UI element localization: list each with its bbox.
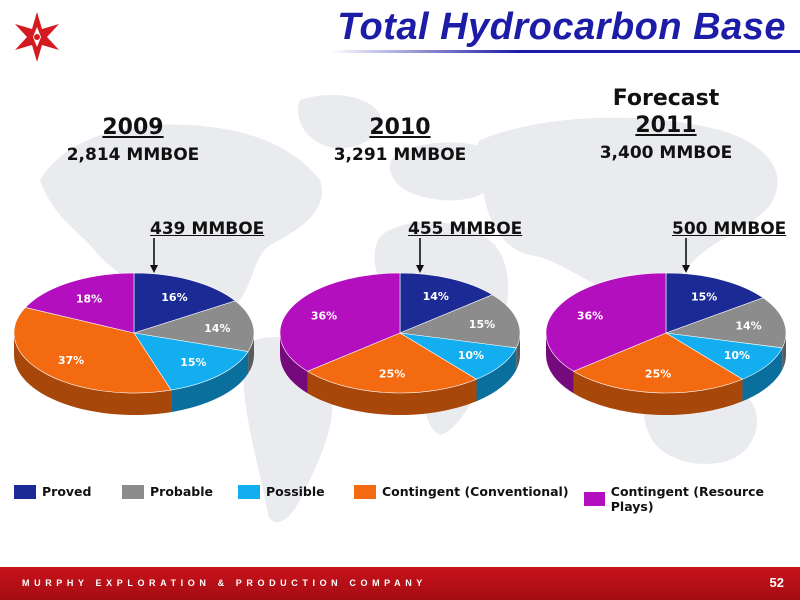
pie-label-contingent-conventional: 25% <box>645 368 671 381</box>
page-number: 52 <box>769 575 784 590</box>
pie-label-proved: 14% <box>423 290 449 303</box>
pie-side-contingent-resource-plays <box>280 333 308 394</box>
legend-item-contingent-conventional: Contingent (Conventional) <box>354 484 569 499</box>
legend-item-contingent-resource-plays: Contingent (Resource Plays) <box>584 484 800 514</box>
pie-slice-proved <box>133 272 236 334</box>
europe-shape <box>389 142 499 201</box>
year-label: 2011 <box>635 113 697 138</box>
proved-callout-label-2011: 500 MMBOE <box>672 219 787 239</box>
legend-label: Probable <box>150 484 214 499</box>
year-heading-2010: 2010 3,291 MMBOE <box>290 114 510 167</box>
pie-label-probable: 14% <box>735 319 761 332</box>
north-america-shape <box>40 124 322 317</box>
pie-chart-2010: 14% 15% 10% 25% 36% <box>279 238 521 416</box>
proved-callout-label-2009: 439 MMBOE <box>150 219 265 239</box>
proved-callout-arrowhead <box>150 265 158 273</box>
legend-item-possible: Possible <box>238 484 325 499</box>
total-mmboe: 2,814 MMBOE <box>66 145 200 165</box>
pie-side-probable <box>782 333 786 370</box>
pie-slice-probable <box>665 297 787 349</box>
pie-label-probable: 14% <box>204 322 230 335</box>
pie-slice-possible <box>133 332 249 391</box>
pie-label-possible: 10% <box>458 349 484 362</box>
title-underline <box>330 50 800 53</box>
year-heading-2011: Forecast 2011 3,400 MMBOE <box>556 86 776 165</box>
year-heading-2009: 2009 2,814 MMBOE <box>23 114 243 167</box>
legend-item-probable: Probable <box>122 484 213 499</box>
pie-slice-contingent-conventional <box>572 332 744 394</box>
proved-callout-label-2010: 455 MMBOE <box>408 219 523 239</box>
pie-label-proved: 15% <box>691 291 717 304</box>
footer-bar: MURPHY EXPLORATION & PRODUCTION COMPANY … <box>0 567 800 600</box>
pie-slice-possible <box>399 332 517 380</box>
pie-label-contingent-conventional: 37% <box>58 354 84 367</box>
legend-label: Possible <box>266 484 325 499</box>
pie-side-contingent-resource-plays <box>546 333 574 394</box>
legend-swatch <box>122 484 144 499</box>
pie-label-possible: 15% <box>180 356 206 369</box>
pie-label-contingent-resource-plays: 36% <box>311 310 337 323</box>
pie-label-contingent-conventional: 25% <box>379 368 405 381</box>
asia-shape <box>475 117 778 294</box>
legend-swatch <box>354 484 376 499</box>
pie-slice-probable <box>398 294 521 349</box>
pie-chart-2011: 15% 14% 10% 25% 36% <box>545 238 787 416</box>
pie-slice-proved <box>665 272 764 334</box>
pie-slice-probable <box>133 300 255 352</box>
forecast-label: Forecast <box>612 86 720 111</box>
proved-callout-arrowhead <box>682 265 690 273</box>
pie-side-probable <box>516 333 520 370</box>
company-name: MURPHY EXPLORATION & PRODUCTION COMPANY <box>22 578 427 588</box>
year-label: 2009 <box>102 115 164 140</box>
pie-slice-proved <box>399 272 494 334</box>
pie-label-contingent-resource-plays: 36% <box>577 310 603 323</box>
pie-label-contingent-resource-plays: 18% <box>76 293 102 306</box>
legend-item-proved: Proved <box>14 484 92 499</box>
pie-side-possible <box>171 351 249 413</box>
pie-slice-possible <box>665 332 783 380</box>
pie-slice-contingent-resource-plays <box>279 272 401 372</box>
legend-label: Proved <box>42 484 92 499</box>
pie-slice-contingent-conventional <box>13 307 172 394</box>
pie-label-probable: 15% <box>469 318 495 331</box>
legend-swatch <box>14 484 36 499</box>
greenland-shape <box>298 95 381 149</box>
pie-chart-2009: 16% 14% 15% 37% 18% <box>13 238 255 415</box>
pie-label-proved: 16% <box>161 291 187 304</box>
chart-legend: Proved Probable Possible Contingent (Con… <box>0 484 800 514</box>
page-title: Total Hydrocarbon Base <box>337 6 786 48</box>
company-star-logo-icon <box>15 12 59 62</box>
pie-side-contingent-conventional <box>14 333 172 415</box>
legend-swatch <box>238 484 260 499</box>
legend-label: Contingent (Conventional) <box>382 484 569 499</box>
proved-callout-arrowhead <box>416 265 424 273</box>
year-label: 2010 <box>369 115 431 140</box>
total-mmboe: 3,291 MMBOE <box>333 145 467 165</box>
pie-slice-contingent-resource-plays <box>545 272 667 372</box>
total-mmboe: 3,400 MMBOE <box>599 143 733 163</box>
legend-label: Contingent (Resource Plays) <box>610 484 765 514</box>
legend-swatch <box>584 492 605 506</box>
pie-label-possible: 10% <box>724 349 750 362</box>
pie-slice-contingent-conventional <box>306 332 478 394</box>
pie-slice-contingent-resource-plays <box>24 272 135 334</box>
